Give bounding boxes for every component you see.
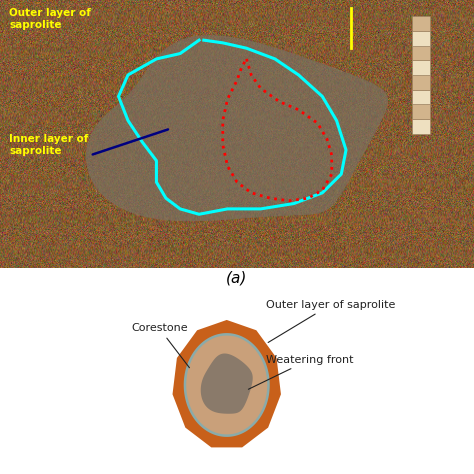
Text: Weatering front: Weatering front bbox=[248, 355, 353, 389]
Polygon shape bbox=[185, 334, 268, 436]
Text: Outer layer of saprolite: Outer layer of saprolite bbox=[266, 300, 395, 343]
Bar bbox=[412, 46, 430, 60]
Text: Inner layer of
saprolite: Inner layer of saprolite bbox=[9, 134, 89, 155]
Bar bbox=[412, 60, 430, 75]
Text: (a): (a) bbox=[226, 271, 248, 286]
Polygon shape bbox=[173, 320, 281, 447]
Text: Outer layer of
saprolite: Outer layer of saprolite bbox=[9, 8, 91, 30]
Bar bbox=[412, 90, 430, 104]
Text: Corestone: Corestone bbox=[131, 323, 190, 368]
Bar bbox=[412, 119, 430, 134]
Bar bbox=[412, 31, 430, 46]
Polygon shape bbox=[86, 35, 388, 221]
Bar bbox=[412, 16, 430, 31]
Bar bbox=[412, 104, 430, 119]
Bar bbox=[412, 75, 430, 90]
Polygon shape bbox=[201, 354, 253, 414]
